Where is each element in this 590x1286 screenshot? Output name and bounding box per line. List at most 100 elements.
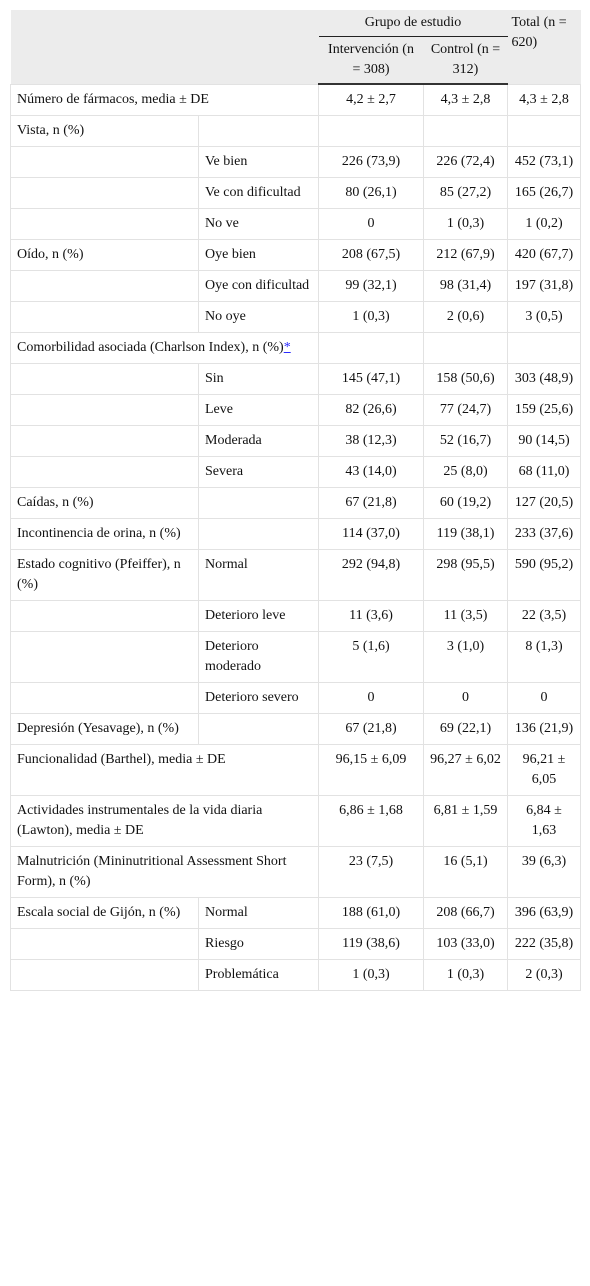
row-sublabel [198,115,319,147]
row-label [10,959,199,991]
row-label: Comorbilidad asociada (Charlson Index), … [10,332,319,364]
cell-value: 303 (48,9) [507,363,581,395]
cell-text: 22 (3,5) [521,608,567,623]
cell-value: 60 (19,2) [423,487,508,519]
cell-text: 1 (0,3) [446,967,485,982]
cell-text: Malnutrición (Mininutritional Assessment… [17,854,287,889]
cell-value: 11 (3,6) [318,600,424,632]
cell-value [318,332,424,364]
cell-text: Depresión (Yesavage), n (%) [17,721,179,736]
cell-text: 85 (27,2) [439,185,492,200]
row-label [10,456,199,488]
table-row: Ve con dificultad 80 (26,1) 85 (27,2) 165 (… [10,177,581,209]
table-row: Sin 145 (47,1) 158 (50,6) 303 (48,9) [10,363,581,395]
cell-value: 99 (32,1) [318,270,424,302]
cell-value: 2 (0,6) [423,301,508,333]
cell-value: 188 (61,0) [318,897,424,929]
row-label [10,208,199,240]
row-label [10,146,199,178]
row-label: Caídas, n (%) [10,487,199,519]
cell-text: 69 (22,1) [439,721,492,736]
cell-text: Sin [205,371,224,386]
row-sublabel: Deterioro severo [198,682,319,714]
cell-text: 11 (3,6) [349,608,393,623]
table-row: Funcionalidad (Barthel), media ± DE 96,15… [10,744,581,796]
cell-value [507,332,581,364]
cell-text: 25 (8,0) [443,464,488,479]
table-row: Depresión (Yesavage), n (%) 67 (21,8) 69 (… [10,713,581,745]
cell-value: 11 (3,5) [423,600,508,632]
row-label: Malnutrición (Mininutritional Assessment… [10,846,319,898]
cell-value: 16 (5,1) [423,846,508,898]
cell-text: 208 (66,7) [436,905,495,920]
cell-text: 39 (6,3) [521,854,567,869]
cell-text: 77 (24,7) [439,402,492,417]
table-row: Escala social de Gijón, n (%) Normal 188 (… [10,897,581,929]
row-sublabel [198,518,319,550]
row-sublabel: Deterioro moderado [198,631,319,683]
cell-text: Funcionalidad (Barthel), media ± DE [17,752,226,767]
table-row: Caídas, n (%) 67 (21,8) 60 (19,2) 127 (20,5… [10,487,581,519]
row-label: Oído, n (%) [10,239,199,271]
table-row: Deterioro leve 11 (3,6) 11 (3,5) 22 (3,5) [10,600,581,632]
cell-value: 52 (16,7) [423,425,508,457]
cell-text: Normal [205,905,248,920]
cell-text: 6,81 ± 1,59 [433,803,498,818]
cell-value [423,332,508,364]
row-sublabel: Oye con dificultad [198,270,319,302]
cell-value: 85 (27,2) [423,177,508,209]
cell-text: 60 (19,2) [439,495,492,510]
cell-value: 69 (22,1) [423,713,508,745]
row-sublabel: Normal [198,897,319,929]
table-row: Vista, n (%) [10,115,581,147]
row-sublabel [198,713,319,745]
cell-value: 197 (31,8) [507,270,581,302]
table-row: Incontinencia de orina, n (%) 114 (37,0) 1… [10,518,581,550]
cell-value: 1 (0,2) [507,208,581,240]
cell-value: 38 (12,3) [318,425,424,457]
cell-text: 292 (94,8) [341,557,401,572]
cell-text: 52 (16,7) [439,433,492,448]
cell-text: 4,3 ± 2,8 [440,92,491,107]
table-row: Severa 43 (14,0) 25 (8,0) 68 (11,0) [10,456,581,488]
cell-text: 2 (0,6) [446,309,485,324]
column-header: Control (n = 312) [423,36,508,85]
cell-text: 1 (0,2) [525,216,563,231]
cell-value [507,115,581,147]
cell-text: 90 (14,5) [518,433,570,448]
row-label: Estado cognitivo (Pfeiffer), n (%) [10,549,199,601]
cell-text: Deterioro leve [205,608,286,623]
cell-value: 23 (7,5) [318,846,424,898]
cell-value: 80 (26,1) [318,177,424,209]
cell-text: Deterioro moderado [205,639,261,674]
footnote-link[interactable]: * [283,340,291,355]
cell-value: 96,15 ± 6,09 [318,744,424,796]
cell-text: Ve bien [205,154,248,169]
table-row: No oye 1 (0,3) 2 (0,6) 3 (0,5) [10,301,581,333]
cell-value: 0 [423,682,508,714]
table-row: Riesgo 119 (38,6) 103 (33,0) 222 (35,8) [10,928,581,960]
row-label: Número de fármacos, media ± DE [10,83,319,116]
cell-value: 0 [507,682,581,714]
row-sublabel: Problemática [198,959,319,991]
cell-text: 96,15 ± 6,09 [335,752,407,767]
cell-text: 158 (50,6) [436,371,495,386]
table-row: Número de fármacos, media ± DE 4,2 ± 2,7 4… [10,83,581,116]
cell-text: No oye [205,309,246,324]
cell-value: 4,2 ± 2,7 [318,83,424,116]
cell-text: 226 (73,9) [341,154,401,169]
cell-value: 68 (11,0) [507,456,581,488]
row-label [10,177,199,209]
table-row: Deterioro moderado 5 (1,6) 3 (1,0) 8 (1,3) [10,631,581,683]
cell-value: 1 (0,3) [423,959,508,991]
cell-value: 222 (35,8) [507,928,581,960]
table-row: Malnutrición (Mininutritional Assessment… [10,846,581,898]
table-row: Leve 82 (26,6) 77 (24,7) 159 (25,6) [10,394,581,426]
cell-value: 208 (66,7) [423,897,508,929]
row-label [10,682,199,714]
row-sublabel [198,487,319,519]
cell-text: Vista, n (%) [17,123,85,138]
cell-text: Comorbilidad asociada (Charlson Index), … [17,340,284,355]
cell-value: 25 (8,0) [423,456,508,488]
row-label: Escala social de Gijón, n (%) [10,897,199,929]
